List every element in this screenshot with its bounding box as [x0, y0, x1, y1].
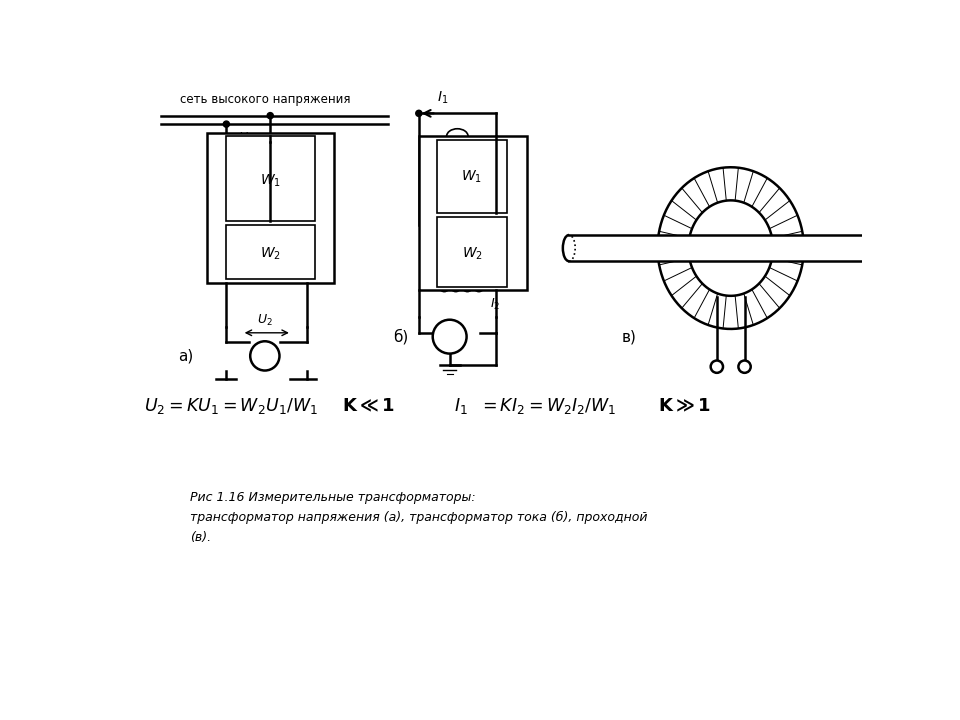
Bar — [227, 137, 315, 221]
Circle shape — [224, 121, 229, 127]
Circle shape — [251, 341, 279, 371]
Text: $I_1$: $I_1$ — [437, 89, 448, 106]
Text: $U_1$: $U_1$ — [238, 130, 253, 145]
Text: $\mathbf{K \gg 1}$: $\mathbf{K \gg 1}$ — [658, 397, 710, 415]
Text: $U_2$: $U_2$ — [257, 313, 273, 328]
Text: $I_1\ \ = KI_2 = W_2I_2/W_1$: $I_1\ \ = KI_2 = W_2I_2/W_1$ — [453, 396, 616, 416]
Text: сеть высокого напряжения: сеть высокого напряжения — [180, 93, 350, 106]
Text: б): б) — [394, 329, 409, 344]
Text: V: V — [259, 349, 270, 363]
Bar — [437, 140, 508, 213]
Bar — [569, 235, 881, 261]
Bar — [437, 217, 508, 287]
Circle shape — [416, 110, 422, 117]
Text: $W_2$: $W_2$ — [260, 246, 280, 263]
Circle shape — [738, 361, 751, 373]
Text: $\mathbf{K \ll 1}$: $\mathbf{K \ll 1}$ — [342, 397, 395, 415]
Text: $W_2$: $W_2$ — [462, 246, 483, 263]
Circle shape — [267, 112, 274, 119]
Circle shape — [710, 361, 723, 373]
Text: A: A — [444, 330, 455, 343]
Text: $I_2$: $I_2$ — [491, 297, 501, 312]
Circle shape — [433, 320, 467, 354]
Text: Рис 1.16 Измерительные трансформаторы:
трансформатор напряжения (а), трансформат: Рис 1.16 Измерительные трансформаторы: т… — [190, 490, 648, 544]
Bar — [419, 137, 527, 290]
Text: $U_2 = KU_1 = W_2U_1/W_1$: $U_2 = KU_1 = W_2U_1/W_1$ — [144, 396, 318, 416]
Bar — [207, 132, 334, 283]
Bar — [227, 225, 315, 279]
Text: $W_1$: $W_1$ — [462, 169, 483, 186]
Text: $W_1$: $W_1$ — [260, 173, 280, 189]
Text: а): а) — [178, 348, 193, 364]
Text: в): в) — [621, 329, 636, 344]
